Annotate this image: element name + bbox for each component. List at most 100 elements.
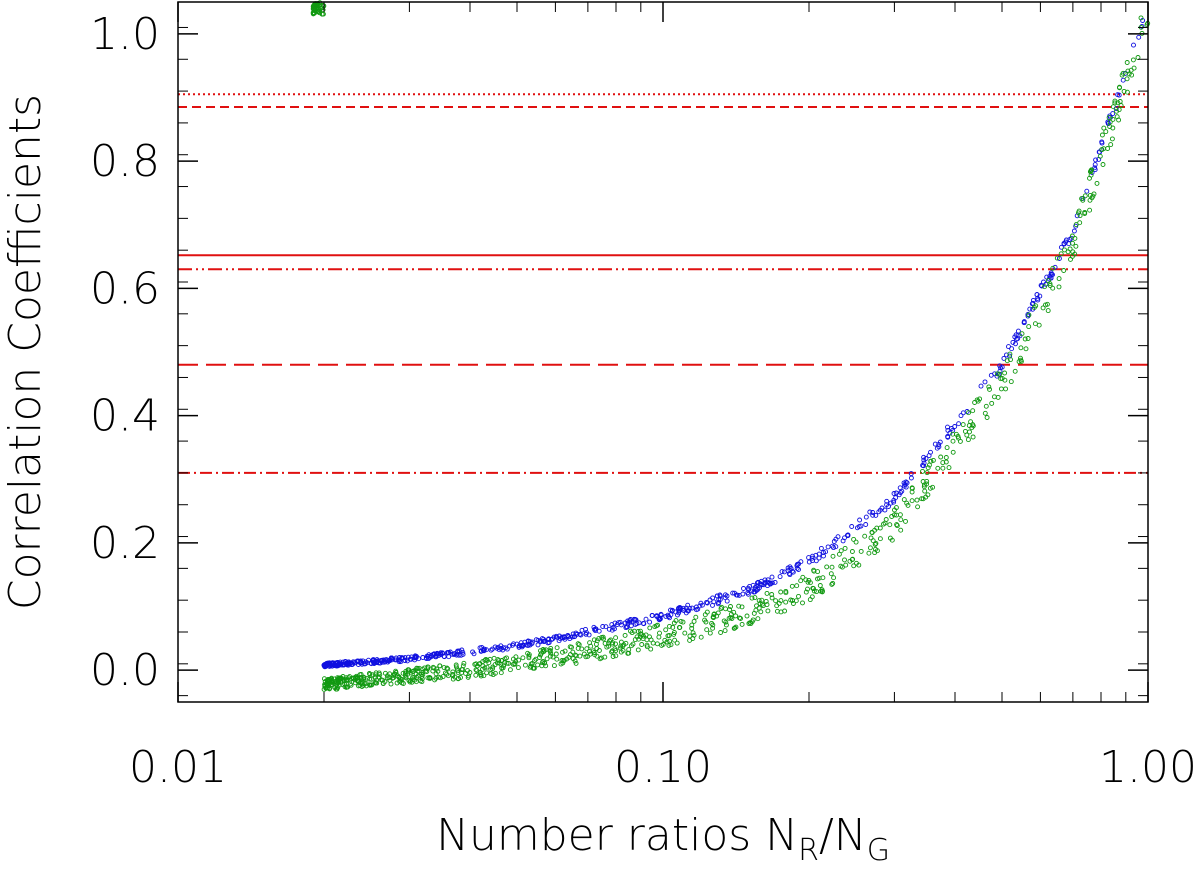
point-s2-681 [476,661,482,667]
point-s2-438 [749,595,755,601]
point-s1-535 [402,657,408,663]
point-s2-497 [522,662,528,668]
point-s2-460 [367,671,373,677]
point-s2-614 [940,460,946,466]
point-s2-551 [585,653,591,659]
point-s2-673 [759,597,765,603]
x-axis-label-sub1: R [798,833,819,868]
point-s2-608 [647,634,652,640]
point-s2-506 [1047,283,1053,288]
point-s2-478 [1129,72,1135,78]
point-s2-390 [613,653,619,659]
point-s1-485 [386,658,392,664]
point-s2-898 [594,638,600,644]
point-s1-601 [1049,272,1054,277]
point-s1-322 [779,569,785,575]
point-s1-257 [548,637,554,643]
point-s2-785 [567,644,573,650]
point-s2-711 [869,530,875,536]
point-s2-857 [502,659,508,665]
point-s2-498 [998,376,1004,382]
point-s2-565 [687,637,693,643]
point-s1-337 [810,558,815,564]
point-s2-816 [355,675,361,681]
point-s2-732 [391,671,397,677]
point-s2-765 [419,679,425,685]
point-s2-797 [397,676,403,682]
point-s2-45 [849,549,855,554]
point-s1-633 [520,642,526,648]
point-s2-819 [748,621,754,626]
point-s2-822 [369,682,375,688]
point-s1-327 [480,647,486,653]
point-s2-110 [989,400,995,406]
point-s1-576 [336,663,341,668]
point-s2-295 [820,575,826,581]
point-s1-500 [492,644,498,650]
point-s1-448 [527,642,533,648]
point-s2-660 [550,654,556,660]
point-s2-799 [977,396,983,402]
point-s1-608 [583,631,589,637]
x-tick-label-0: 0.01 [129,742,227,793]
point-s1-643 [409,654,415,660]
point-s2-864 [402,670,408,676]
point-s1-99 [785,568,791,574]
point-s2-796 [719,604,725,610]
point-s2-554 [613,635,619,641]
point-s2-129 [1008,379,1014,385]
point-s1-491 [455,648,461,654]
point-s1-458 [654,614,660,619]
point-s2-619 [1007,351,1013,357]
point-s2-832 [631,628,637,634]
point-s2-579 [991,394,997,400]
point-s1-29 [535,642,541,648]
point-s1-493 [610,624,616,630]
point-s2-257 [1033,303,1039,309]
point-s2-91 [482,657,488,663]
point-s1-166 [1025,313,1031,319]
point-s2-806 [607,638,612,644]
point-s1-410 [755,580,761,585]
point-s1-622 [934,445,940,451]
point-s2-767 [414,675,420,680]
y-tick-label-1: 0.2 [90,518,160,569]
point-s2-84 [796,593,801,599]
point-s2-219 [473,672,479,678]
point-s2-794 [909,485,915,491]
point-s2-655 [751,610,757,616]
point-s2-827 [460,663,466,669]
point-s2-860 [960,422,966,428]
point-s2-563 [1121,88,1127,94]
point-s2-132 [1018,345,1024,351]
point-s2-0 [1058,251,1064,257]
point-s2-717 [1109,136,1115,142]
reference-lines [178,93,1148,474]
point-s1-543 [877,507,883,513]
point-s1-415 [495,644,501,650]
x-axis-label-sub2: G [867,833,890,868]
point-s2-365 [1120,70,1126,76]
point-s2-880 [553,651,559,657]
point-s2-723 [408,678,414,684]
point-s2-718 [338,675,344,681]
point-s2-802 [431,665,437,671]
point-s1-575 [329,663,335,669]
point-s1-549 [908,471,914,477]
point-s2-293 [484,664,490,670]
point-s1-527 [332,663,338,669]
point-s2-725 [373,670,379,676]
point-s2-450 [1003,386,1009,392]
point-s2-290 [803,589,809,595]
point-s2-700 [986,384,992,390]
point-s2-667 [778,598,784,604]
point-s1-460 [1009,346,1015,352]
point-s2-752 [650,640,656,646]
point-s2-272 [547,653,553,659]
point-s1-646 [857,517,863,523]
point-s1-619 [363,659,369,665]
point-s2-367 [819,587,825,593]
point-s1-603 [921,454,927,460]
point-s2-494 [691,618,697,624]
point-s2-433 [466,673,472,679]
